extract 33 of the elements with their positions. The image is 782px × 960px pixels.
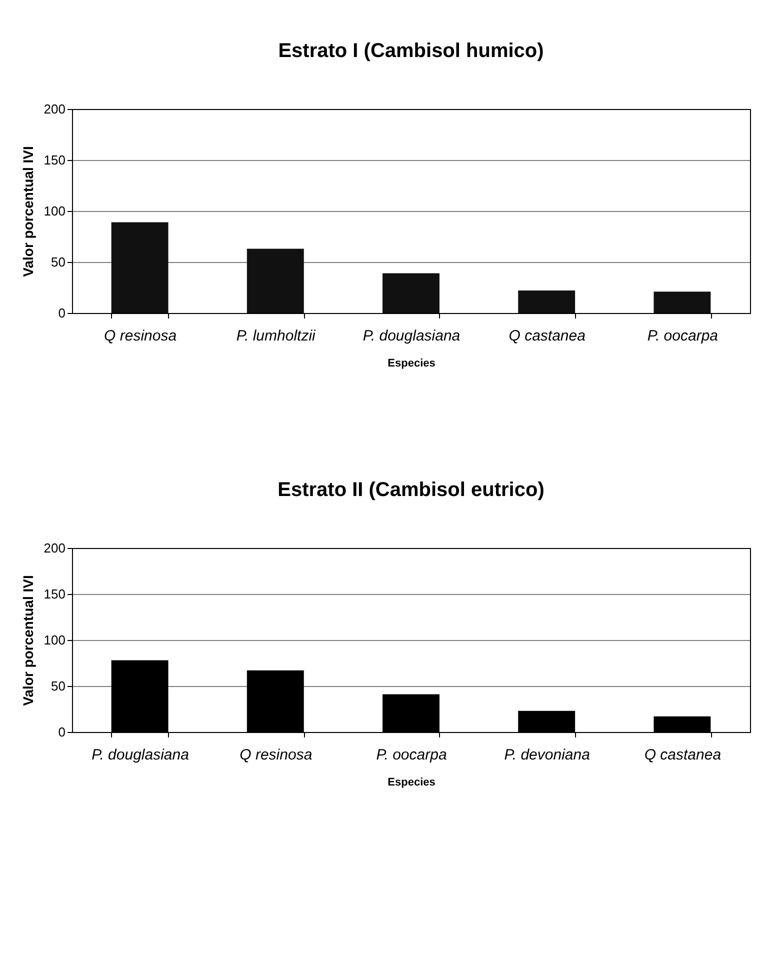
y-tick-label: 50 [51, 254, 66, 270]
x-tick-label: Q castanea [508, 328, 586, 344]
y-tick-label: 150 [44, 586, 66, 602]
x-tick-label: P. devoniana [504, 746, 590, 764]
x-tick-label: Q resinosa [104, 328, 177, 344]
y-tick-label: 0 [58, 306, 66, 320]
x-axis-title: Especies [388, 776, 436, 788]
bar [111, 222, 168, 313]
y-tick-label: 50 [51, 678, 66, 694]
y-tick-label: 100 [44, 204, 66, 218]
bar [518, 290, 576, 313]
bar [654, 716, 711, 732]
y-tick-label: 100 [44, 632, 66, 648]
chart-title: Estrato II (Cambisol eutrico) [278, 479, 544, 501]
y-axis-title: Valor porcentual IVI [20, 575, 36, 706]
bar [246, 248, 304, 313]
bar [382, 273, 440, 313]
y-tick-label: 200 [44, 102, 66, 116]
x-tick-label: Q resinosa [240, 746, 312, 764]
y-tick-label: 0 [58, 724, 66, 740]
chart-title: Estrato I (Cambisol humico) [278, 40, 544, 62]
y-tick-label: 150 [44, 152, 66, 168]
bar [518, 710, 576, 732]
y-axis-title: Valor porcentual IVI [20, 146, 36, 277]
x-tick-label: P. douglasiana [92, 746, 189, 764]
x-tick-label: P. oocarpa [376, 746, 447, 764]
x-tick-label: P. douglasiana [362, 328, 460, 344]
bar [654, 292, 711, 313]
x-tick-label: P. lumholtzii [236, 328, 316, 344]
x-tick-label: P. oocarpa [647, 328, 718, 344]
y-tick-label: 200 [44, 540, 66, 556]
x-axis-title: Especies [388, 358, 436, 370]
x-tick-label: Q castanea [644, 746, 722, 764]
